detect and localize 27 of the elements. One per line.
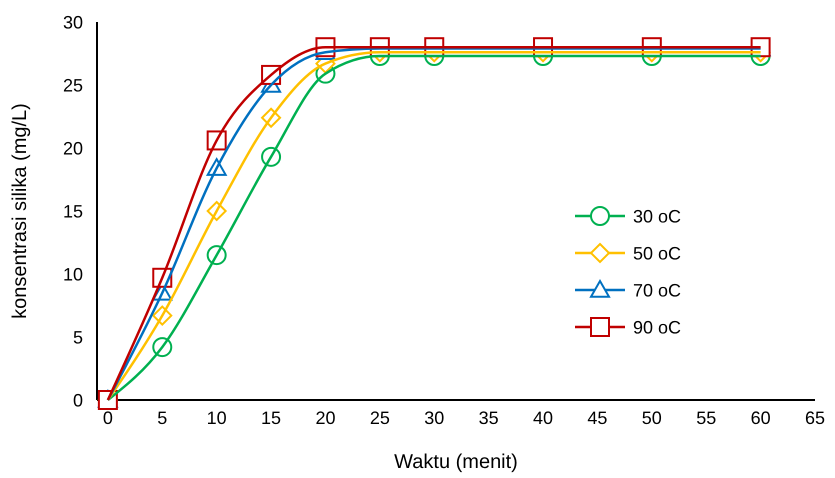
y-tick-label: 5 xyxy=(72,327,83,348)
legend-label: 50 oC xyxy=(633,243,682,264)
y-tick-label: 30 xyxy=(62,12,83,32)
x-tick-label: 45 xyxy=(587,408,608,428)
x-tick-label: 5 xyxy=(157,408,168,428)
y-tick-label: 25 xyxy=(62,75,83,96)
legend-label: 90 oC xyxy=(633,317,682,338)
x-tick-label: 60 xyxy=(750,408,771,428)
x-tick-label: 30 xyxy=(424,408,444,428)
x-tick-label: 25 xyxy=(370,408,390,428)
y-tick-label: 10 xyxy=(62,264,83,284)
x-tick-label: 15 xyxy=(261,408,282,428)
x-tick-label: 0 xyxy=(102,408,113,428)
y-axis-title: konsentrasi silika (mg/L) xyxy=(9,103,31,319)
y-tick-label: 15 xyxy=(62,201,83,222)
x-tick-label: 40 xyxy=(533,408,554,428)
x-tick-label: 55 xyxy=(696,408,716,428)
y-tick-label: 0 xyxy=(72,390,83,410)
x-tick-label: 35 xyxy=(478,408,499,428)
x-axis-title: Waktu (menit) xyxy=(394,451,518,473)
x-tick-label: 10 xyxy=(206,408,227,428)
x-tick-label: 20 xyxy=(315,408,336,428)
x-tick-label: 65 xyxy=(804,408,826,428)
x-tick-label: 50 xyxy=(642,408,662,428)
legend-label: 70 oC xyxy=(633,280,682,300)
y-tick-label: 20 xyxy=(62,138,83,158)
legend-label: 30 oC xyxy=(633,206,682,226)
